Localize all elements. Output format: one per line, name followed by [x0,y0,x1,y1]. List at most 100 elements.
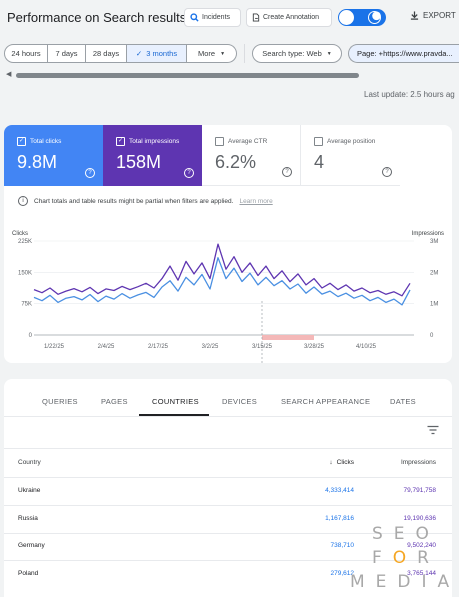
tab-countries[interactable]: COUNTRIES [152,397,199,406]
learn-more-link[interactable]: Learn more [239,197,273,205]
moon-icon [368,11,381,24]
column-header-label: Clicks [336,459,354,466]
tab-devices[interactable]: DEVICES [222,397,258,406]
column-header-country[interactable]: Country [18,459,41,466]
help-icon[interactable]: ? [85,168,95,178]
info-icon: i [18,196,28,206]
left-tick-label: 75K [21,302,32,308]
clicks-cell: 1,167,816 [325,515,354,522]
range-label: More [197,49,216,58]
right-tick-label: 1M [430,302,438,308]
x-tick-label: 2/17/25 [148,344,169,350]
page-filter[interactable]: Page: +https://www.pravda... [348,44,459,63]
left-tick-label: 150K [18,270,32,276]
annotation-icon [252,13,260,22]
column-header-impressions[interactable]: Impressions [400,459,436,466]
range-label: 28 days [92,49,120,58]
search-type-filter[interactable]: Search type: Web ▼ [252,44,342,63]
right-axis-title: Impressions [412,231,444,237]
search-type-label: Search type: Web [262,49,322,58]
range-3-months[interactable]: ✓ 3 months [127,44,187,63]
left-axis-title: Clicks [12,231,28,237]
x-tick-label: 1/22/25 [44,344,65,350]
country-cell: Poland [18,570,39,577]
series-line-clicks [33,257,411,306]
annotation-label: Create Annotation [263,14,320,21]
metric-average-position[interactable]: Average position 4 ? [301,125,400,186]
tab-queries[interactable]: QUERIES [42,397,78,406]
metric-value: 9.8M [17,152,58,172]
toggle-knob [339,10,354,25]
incidents-label: Incidents [202,14,231,21]
seo-for-media-watermark: SEO FOR MEDIA [350,524,455,594]
filter-rows-icon[interactable] [427,425,439,435]
clicks-cell: 279,612 [330,570,355,577]
range-more[interactable]: More ▼ [187,44,237,63]
clicks-cell: 738,710 [330,542,355,549]
download-icon [410,11,419,20]
range-28-days[interactable]: 28 days [86,44,127,63]
right-tick-label: 3M [430,239,438,245]
country-cell: Ukraine [18,487,41,494]
check-icon: ✓ [135,49,143,58]
create-annotation-button[interactable]: Create Annotation [246,8,332,27]
page-title: Performance on Search results [7,10,187,25]
checkbox-icon [314,137,323,146]
metric-total-impressions[interactable]: ✓ Total impressions 158M ? [103,125,202,186]
performance-card: ✓ Total clicks 9.8M ? ✓ Total impression… [4,125,452,363]
x-tick-label: 2/4/25 [98,344,115,350]
annotation-band [262,335,314,340]
impressions-cell: 79,791,758 [403,487,436,494]
divider [244,44,245,63]
incidents-button[interactable]: Incidents [184,8,241,27]
metric-label: Average position [327,138,376,145]
help-icon[interactable]: ? [282,167,292,177]
country-cell: Russia [18,515,38,522]
chevron-down-icon: ▼ [220,50,226,57]
left-tick-label: 225K [18,239,32,245]
clicks-cell: 4,333,414 [325,487,354,494]
range-24-hours[interactable]: 24 hours [4,44,48,63]
range-7-days[interactable]: 7 days [48,44,86,63]
right-tick-label: 0 [430,333,434,339]
metric-average-ctr[interactable]: Average CTR 6.2% ? [202,125,301,186]
help-icon[interactable]: ? [184,168,194,178]
tab-dates[interactable]: DATES [390,397,416,406]
left-tick-label: 0 [29,333,33,339]
row-divider [4,533,452,534]
range-label: 3 months [146,49,178,58]
performance-chart[interactable]: Clicks Impressions 225K 150K 75K 0 3M 2M 1M 0 1/22… [4,225,452,363]
table-header-divider [4,448,452,449]
export-button[interactable]: EXPORT [410,11,456,20]
metric-label: Total clicks [30,138,62,145]
row-divider [4,560,452,561]
scroll-left-arrow[interactable]: ◀ [6,71,12,78]
results-table-card: QUERIES PAGES COUNTRIES DEVICES SEARCH A… [4,379,452,597]
metric-value: 4 [314,152,325,172]
impressions-cell: 3,765,144 [407,570,436,577]
metric-label: Average CTR [228,138,268,145]
impressions-cell: 19,190,636 [403,515,436,522]
x-tick-label: 4/10/25 [356,344,377,350]
tab-search-appearance[interactable]: SEARCH APPEARANCE [281,397,371,406]
metric-total-clicks[interactable]: ✓ Total clicks 9.8M ? [4,125,103,186]
row-divider [4,505,452,506]
checkbox-checked-icon: ✓ [17,137,26,146]
export-label: EXPORT [423,11,456,20]
tab-pages[interactable]: PAGES [101,397,128,406]
x-tick-label: 3/28/25 [304,344,325,350]
column-header-clicks[interactable]: ↓ Clicks [329,459,354,466]
help-icon[interactable]: ? [382,167,392,177]
partial-data-notice: i Chart totals and table results might b… [18,196,273,206]
horizontal-scrollbar[interactable] [16,73,359,78]
metric-label: Total impressions [129,138,180,145]
watermark-line: SEO [372,524,440,544]
checkbox-icon [215,137,224,146]
series-line-impressions [33,243,411,297]
range-label: 24 hours [11,49,41,58]
x-tick-label: 3/2/25 [202,344,219,350]
range-label: 7 days [55,49,78,58]
metric-value: 6.2% [215,152,257,172]
impressions-cell: 9,502,240 [407,542,436,549]
right-tick-label: 2M [430,270,438,276]
